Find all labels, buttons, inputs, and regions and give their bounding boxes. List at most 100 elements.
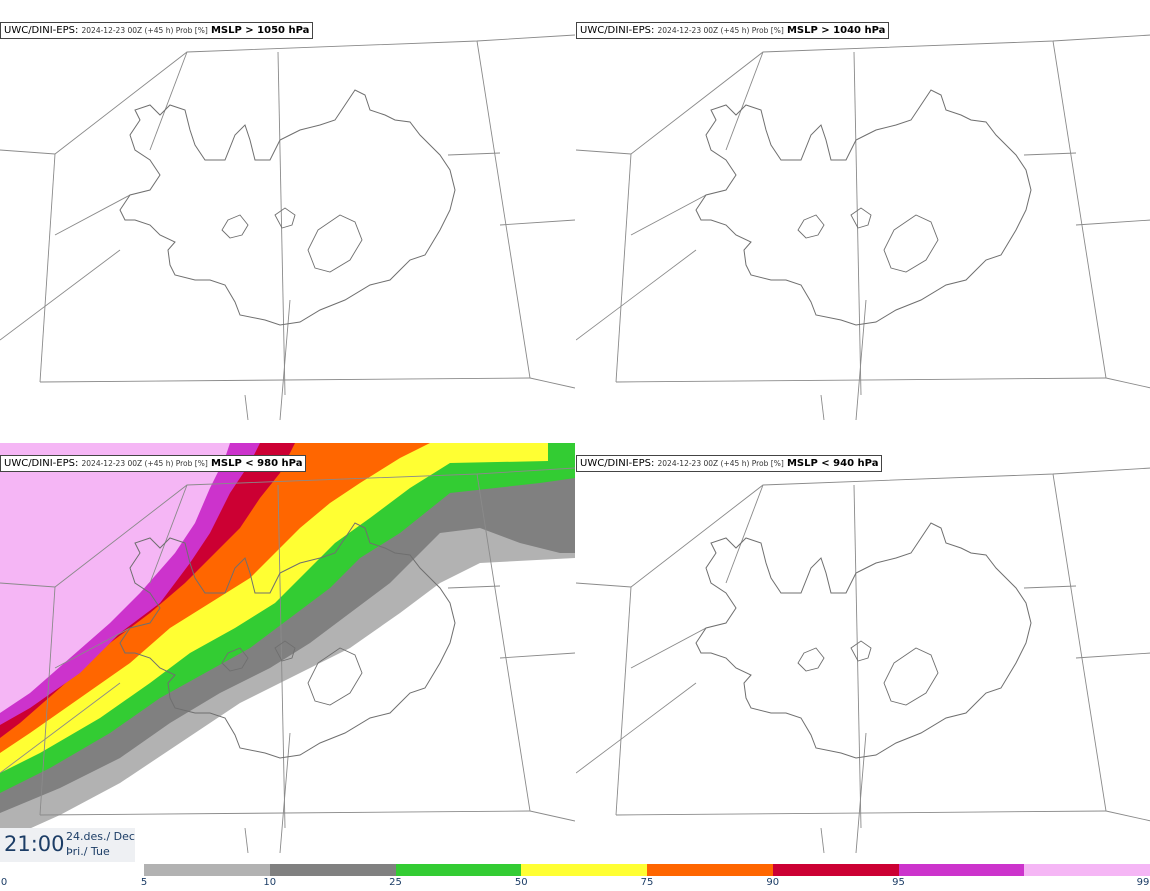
graticule-line [39, 153, 56, 383]
graticule-line [1075, 219, 1150, 226]
base-map [576, 467, 1150, 854]
glacier-outline [307, 647, 363, 706]
map-1 [0, 34, 575, 421]
legend-tick-label: 10 [263, 877, 277, 888]
legend-tick-label: 50 [514, 877, 528, 888]
glacier-outline [221, 214, 249, 239]
graticule-line [529, 810, 575, 822]
panel-source-1: UWC/DINI-EPS [4, 25, 75, 36]
graticule-line [1105, 377, 1150, 389]
graticule-line [0, 249, 121, 341]
panel-source-3: UWC/DINI-EPS [4, 458, 75, 469]
map-panel-4: UWC/DINI-EPS: 2024-12-23 00Z (+45 h) Pro… [576, 443, 1150, 863]
graticule-line [0, 682, 121, 774]
glacier-outline [797, 214, 825, 239]
panel-title-4: UWC/DINI-EPS: 2024-12-23 00Z (+45 h) Pro… [576, 455, 883, 472]
graticule-line [499, 652, 575, 659]
graticule-line [576, 249, 697, 341]
map-panel-1: UWC/DINI-EPS: 2024-12-23 00Z (+45 h) Pro… [0, 10, 575, 430]
graticule-line [39, 586, 56, 816]
map-panel-3: UWC/DINI-EPS: 2024-12-23 00Z (+45 h) Pro… [0, 443, 575, 863]
graticule-line [277, 51, 286, 396]
graticule-line [725, 51, 764, 151]
glacier-outline [274, 640, 296, 662]
legend-swatch [269, 864, 396, 876]
graticule-line [615, 153, 632, 383]
legend-swatch [898, 864, 1025, 876]
graticule-line [447, 152, 501, 156]
graticule-line [244, 827, 249, 854]
iceland-coastline [695, 522, 1032, 759]
panel-title-3: UWC/DINI-EPS: 2024-12-23 00Z (+45 h) Pro… [0, 455, 307, 472]
graticule-line [855, 299, 867, 421]
graticule-line [277, 484, 286, 829]
valid-date-line1: 24.des./ Dec [66, 830, 135, 843]
base-map [0, 467, 575, 854]
panel-run-2: 2024-12-23 00Z (+45 h) Prob [%] [657, 26, 784, 35]
panel-title-2: UWC/DINI-EPS: 2024-12-23 00Z (+45 h) Pro… [576, 22, 890, 39]
graticule-line [149, 484, 188, 584]
graticule-line [499, 219, 575, 226]
panel-run-1: 2024-12-23 00Z (+45 h) Prob [%] [81, 26, 208, 35]
graticule-line [447, 585, 501, 589]
graticule-line [576, 682, 697, 774]
valid-time: 21:00 [4, 832, 65, 856]
graticule-line [279, 299, 291, 421]
glacier-outline [850, 640, 872, 662]
panel-param-1: MSLP > 1050 hPa [210, 25, 310, 36]
legend-swatch [144, 864, 270, 876]
graticule-line [820, 827, 825, 854]
legend-swatch [1024, 864, 1150, 876]
map-3 [0, 443, 575, 854]
legend-colorbar [144, 864, 1150, 876]
probability-fill [0, 443, 575, 833]
panel-param-2: MSLP > 1040 hPa [786, 25, 886, 36]
panel-param-3: MSLP < 980 hPa [210, 458, 303, 469]
graticule-line [1023, 585, 1077, 589]
graticule-line [725, 484, 764, 584]
base-map [576, 34, 1150, 421]
legend-swatch [772, 864, 899, 876]
glacier-outline [221, 647, 249, 672]
graticule-line [54, 627, 131, 669]
graticule-line [1052, 473, 1107, 812]
panel-title-1: UWC/DINI-EPS: 2024-12-23 00Z (+45 h) Pro… [0, 22, 314, 39]
graticule-line [529, 377, 575, 389]
map-4 [576, 467, 1150, 854]
glacier-outline [797, 647, 825, 672]
graticule-line [244, 394, 249, 421]
panel-source-4: UWC/DINI-EPS [580, 458, 651, 469]
map-panel-2: UWC/DINI-EPS: 2024-12-23 00Z (+45 h) Pro… [576, 10, 1150, 430]
panel-param-4: MSLP < 940 hPa [786, 458, 879, 469]
graticule-line [615, 586, 632, 816]
graticule-line [820, 394, 825, 421]
iceland-coastline [119, 89, 456, 326]
legend-tick-label: 5 [140, 877, 148, 888]
panel-run-3: 2024-12-23 00Z (+45 h) Prob [%] [81, 459, 208, 468]
glacier-outline [307, 214, 363, 273]
glacier-outline [883, 214, 939, 273]
valid-date-line2: Þri./ Tue [66, 845, 110, 858]
legend-tick-label: 75 [640, 877, 654, 888]
valid-time-box: 21:00 24.des./ Dec Þri./ Tue [0, 828, 135, 862]
glacier-outline [274, 207, 296, 229]
map-2 [576, 34, 1150, 421]
iceland-coastline [695, 89, 1032, 326]
graticule-line [630, 627, 707, 669]
glacier-outline [883, 647, 939, 706]
graticule-line [1052, 40, 1107, 379]
graticule-line [476, 40, 531, 379]
legend-tick-label: 99 [1136, 877, 1150, 888]
panel-source-2: UWC/DINI-EPS [580, 25, 651, 36]
graticule-line [279, 732, 291, 854]
graticule-line [630, 194, 707, 236]
graticule-line [1023, 152, 1077, 156]
legend-swatch [647, 864, 773, 876]
glacier-outline [850, 207, 872, 229]
graticule-line [476, 473, 531, 812]
base-map [0, 34, 575, 421]
graticule-line [1105, 810, 1150, 822]
legend-tick-label: 90 [766, 877, 780, 888]
legend-swatch [395, 864, 522, 876]
graticule-line [855, 732, 867, 854]
